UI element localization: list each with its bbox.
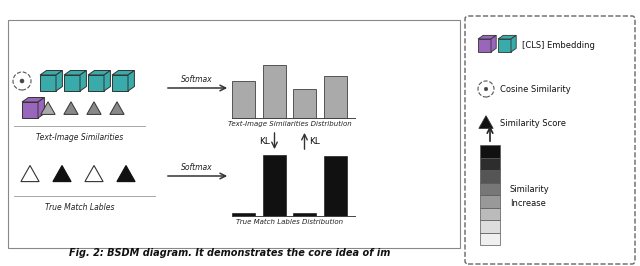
Bar — [262, 155, 286, 216]
Bar — [480, 195, 500, 207]
Circle shape — [20, 79, 24, 83]
Text: Similarity: Similarity — [510, 185, 550, 194]
Polygon shape — [22, 98, 44, 102]
Polygon shape — [41, 102, 55, 114]
Polygon shape — [110, 102, 124, 114]
Polygon shape — [112, 75, 128, 91]
Bar — [480, 232, 500, 245]
Text: True Match Lables: True Match Lables — [45, 203, 115, 212]
Polygon shape — [88, 70, 111, 75]
Polygon shape — [104, 70, 111, 91]
Polygon shape — [38, 98, 44, 118]
Polygon shape — [128, 70, 134, 91]
Bar — [480, 157, 500, 170]
Polygon shape — [478, 39, 491, 52]
Polygon shape — [117, 165, 135, 182]
Bar — [293, 89, 317, 118]
Polygon shape — [491, 35, 496, 52]
Polygon shape — [479, 116, 493, 128]
Bar — [480, 182, 500, 195]
Text: Softmax: Softmax — [181, 163, 213, 172]
Polygon shape — [498, 35, 516, 39]
Text: Increase: Increase — [510, 198, 546, 207]
Polygon shape — [498, 39, 511, 52]
Polygon shape — [64, 102, 78, 114]
Text: True Match Lables Distribution: True Match Lables Distribution — [236, 219, 343, 225]
Bar — [480, 207, 500, 220]
Bar — [324, 156, 347, 216]
Bar — [324, 76, 347, 118]
Text: KL: KL — [259, 138, 269, 147]
Bar — [232, 81, 255, 118]
Polygon shape — [112, 70, 134, 75]
Polygon shape — [40, 75, 56, 91]
Bar — [480, 170, 500, 182]
Polygon shape — [64, 70, 86, 75]
Polygon shape — [64, 75, 80, 91]
Bar — [232, 213, 255, 216]
Circle shape — [13, 72, 31, 90]
Bar — [262, 65, 286, 118]
Polygon shape — [88, 75, 104, 91]
Polygon shape — [80, 70, 86, 91]
Circle shape — [484, 87, 488, 91]
Polygon shape — [40, 70, 63, 75]
Polygon shape — [87, 102, 101, 114]
Polygon shape — [511, 35, 516, 52]
Bar — [293, 213, 317, 216]
Text: Softmax: Softmax — [181, 75, 213, 84]
Polygon shape — [22, 102, 38, 118]
Text: Cosine Similarity: Cosine Similarity — [500, 85, 571, 94]
Bar — [480, 220, 500, 232]
Text: Text-Image Similarities Distribution: Text-Image Similarities Distribution — [228, 121, 351, 127]
Text: Similarity Score: Similarity Score — [500, 119, 566, 128]
Text: Fig. 2: BSDM diagram. It demonstrates the core idea of im: Fig. 2: BSDM diagram. It demonstrates th… — [69, 248, 390, 258]
Text: Text-Image Similarities: Text-Image Similarities — [36, 133, 124, 142]
Bar — [480, 145, 500, 157]
Polygon shape — [478, 35, 496, 39]
Polygon shape — [53, 165, 71, 182]
Polygon shape — [56, 70, 63, 91]
Text: [CLS] Embedding: [CLS] Embedding — [522, 41, 595, 50]
FancyBboxPatch shape — [465, 16, 635, 264]
Polygon shape — [21, 165, 39, 182]
Polygon shape — [85, 165, 103, 182]
Circle shape — [478, 81, 494, 97]
Bar — [8, 20, 460, 248]
Text: KL: KL — [310, 138, 321, 147]
